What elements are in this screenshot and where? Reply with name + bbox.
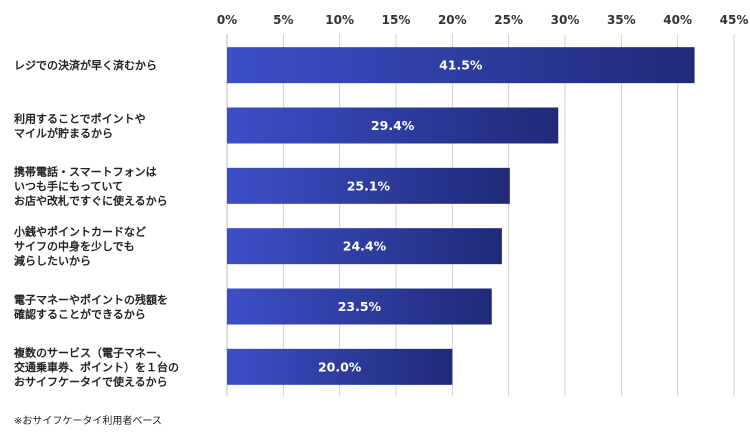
x-tick-label: 20%	[438, 13, 467, 27]
bar-value-label: 20.0%	[318, 359, 362, 374]
category-label: 小銭やポイントカードなどサイフの中身を少しでも減らしたいから	[13, 225, 146, 268]
bar	[227, 228, 502, 265]
category-label: 携帯電話・スマートフォンはいつも手にもっていてお店や改札ですぐに使えるから	[14, 164, 168, 207]
x-tick-label: 40%	[663, 13, 692, 27]
bar-chart: 0% 5% 10% 15% 20% 25% 30% 35% 40% 45% 41.5% 29.4% 2…	[13, 13, 749, 396]
category-label: レジでの決済が早く済むから	[14, 58, 157, 72]
bar	[227, 288, 492, 325]
category-label: 複数のサービス（電子マネー、交通乗車券、ポイント）を１台のおサイフケータイで使え…	[13, 345, 179, 388]
x-tick-label: 45%	[720, 13, 749, 27]
x-tick-label: 15%	[382, 13, 411, 27]
x-tick-label: 35%	[607, 13, 636, 27]
bar	[227, 348, 453, 385]
x-tick-label: 5%	[273, 13, 293, 27]
x-tick-label: 0%	[217, 13, 237, 27]
bar-value-label: 41.5%	[439, 58, 483, 73]
bar-value-label: 24.4%	[343, 239, 387, 254]
x-tick-label: 10%	[325, 13, 354, 27]
x-tick-label: 25%	[494, 13, 523, 27]
bar-value-label: 25.1%	[347, 178, 391, 193]
footnote: ※おサイフケータイ利用者ベース	[14, 416, 162, 427]
category-label: 電子マネーやポイントの残額を確認することができるから	[14, 292, 168, 321]
bar	[227, 107, 559, 144]
x-tick-label: 30%	[551, 13, 580, 27]
category-label: 利用することでポイントやマイルが貯まるから	[14, 111, 146, 140]
bar	[227, 167, 510, 204]
bar-value-label: 29.4%	[371, 118, 415, 133]
bar-value-label: 23.5%	[338, 299, 382, 314]
bar	[227, 47, 695, 84]
